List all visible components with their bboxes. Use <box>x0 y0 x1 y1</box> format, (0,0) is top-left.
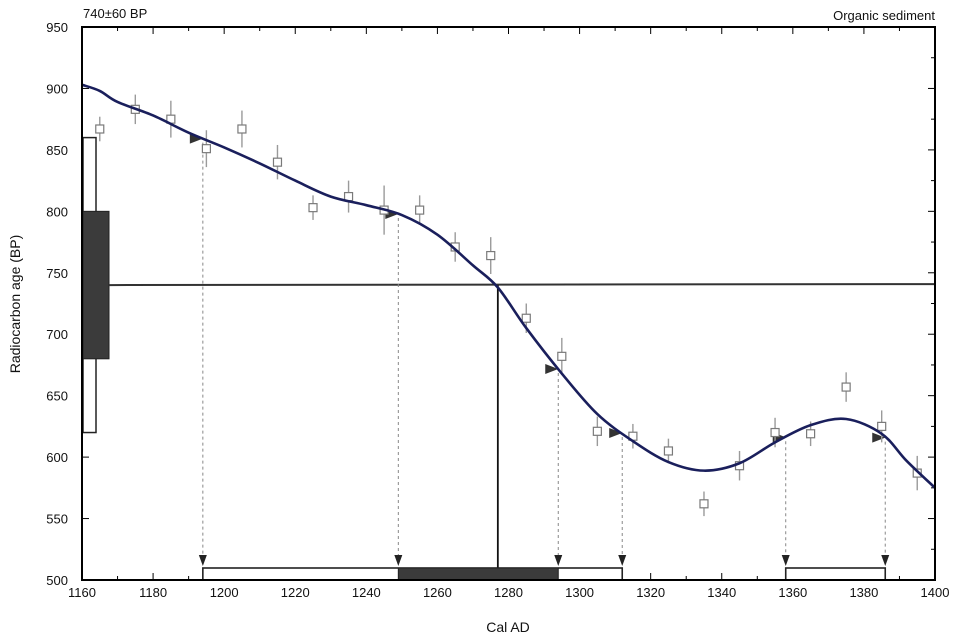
x-tick-label: 1200 <box>210 585 239 600</box>
x-tick-label: 1340 <box>707 585 736 600</box>
measurement-points <box>95 94 922 517</box>
measurement-point <box>521 313 531 323</box>
y-tick-label: 900 <box>46 81 68 96</box>
y-tick-label: 500 <box>46 573 68 588</box>
measurement-point <box>770 427 780 438</box>
x-tick-label: 1180 <box>139 585 167 600</box>
y-tick-label: 750 <box>46 266 68 281</box>
one-sigma-age-bar <box>82 210 110 360</box>
measurement-point <box>486 250 496 261</box>
calibration-curve <box>81 83 936 489</box>
x-tick-label: 1320 <box>636 585 665 600</box>
x-tick-label: 1160 <box>68 585 96 600</box>
two-sigma-cal-range <box>784 567 887 581</box>
measurement-point <box>95 124 105 134</box>
measurement-point <box>663 446 674 456</box>
measurement-point <box>806 429 816 439</box>
x-tick-label: 1260 <box>423 585 452 600</box>
curve-marker <box>872 432 886 443</box>
axis-labels: 1160 1180 1200 1220 1240 1260 1280 1300 1320 1340… <box>46 20 949 600</box>
drop-arrow <box>881 555 890 566</box>
x-tick-label: 1380 <box>849 585 878 600</box>
drop-arrow <box>198 555 207 566</box>
measurement-point <box>272 157 283 167</box>
calibration-curve-layer <box>81 83 936 489</box>
x-tick-label: 1280 <box>494 585 523 600</box>
one-sigma-cal-range <box>397 567 559 581</box>
x-tick-label: 1220 <box>281 585 310 600</box>
chart-title: 740±60 BP <box>83 6 147 21</box>
measurement-point <box>201 144 211 154</box>
measurement-point <box>415 205 425 215</box>
x-tick-label: 1300 <box>565 585 594 600</box>
measurement-point <box>877 421 887 431</box>
y-tick-label: 650 <box>46 389 68 404</box>
drop-arrow <box>618 555 627 566</box>
sample-type-label: Organic sediment <box>833 8 935 23</box>
y-tick-label: 800 <box>46 204 68 219</box>
drop-arrow <box>394 555 403 566</box>
sigma-bars <box>82 136 110 434</box>
x-tick-label: 1360 <box>778 585 807 600</box>
y-tick-label: 950 <box>46 20 68 35</box>
x-tick-label: 1400 <box>921 585 950 600</box>
drop-arrow <box>554 555 563 566</box>
measurement-point <box>237 124 247 134</box>
measured-age-line <box>108 283 936 287</box>
x-axis-title: Cal AD <box>486 619 530 635</box>
curve-marker <box>189 133 203 144</box>
y-tick-label: 600 <box>46 450 68 465</box>
guide-lines <box>108 133 936 570</box>
y-axis-title: Radiocarbon age (BP) <box>7 235 23 374</box>
measurement-point <box>592 426 602 436</box>
drop-arrow <box>781 555 790 566</box>
curve-marker <box>545 363 559 374</box>
measurement-point <box>557 351 567 361</box>
measurement-point <box>699 499 709 509</box>
measurement-point <box>841 382 851 392</box>
x-tick-label: 1240 <box>352 585 381 600</box>
y-tick-label: 550 <box>46 512 68 527</box>
curve-marker <box>609 428 623 439</box>
y-tick-label: 850 <box>46 143 68 158</box>
plot-frame <box>81 26 936 581</box>
measurement-point <box>912 468 922 478</box>
y-tick-label: 700 <box>46 327 68 342</box>
measurement-point <box>308 203 318 213</box>
